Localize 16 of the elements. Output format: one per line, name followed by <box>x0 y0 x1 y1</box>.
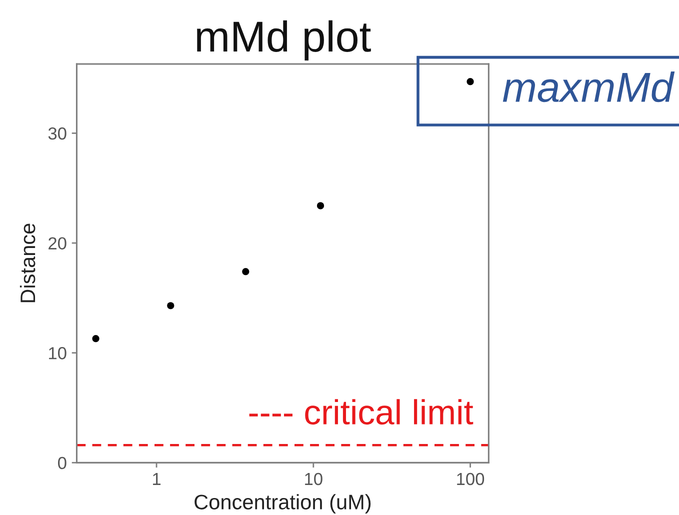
y-axis-title: Distance <box>20 224 36 302</box>
x-tick-label: 100 <box>457 472 484 486</box>
x-axis-title: Concentration (uM) <box>194 494 371 514</box>
x-tick-label: 10 <box>305 472 322 486</box>
point <box>167 302 174 310</box>
chart-title: mMd plot <box>197 20 371 60</box>
ref-line-label: ---- critical limit <box>249 399 474 425</box>
y-tick-label: 20 <box>48 237 66 250</box>
point <box>316 202 324 210</box>
y-tick-label: 10 <box>49 347 66 360</box>
annotation: maxmMd <box>502 72 675 102</box>
point <box>92 335 100 342</box>
point <box>242 268 250 276</box>
y-tick-label: 0 <box>58 456 66 470</box>
x-tick-label: 1 <box>153 473 160 485</box>
y-tick-label: 30 <box>48 127 66 140</box>
